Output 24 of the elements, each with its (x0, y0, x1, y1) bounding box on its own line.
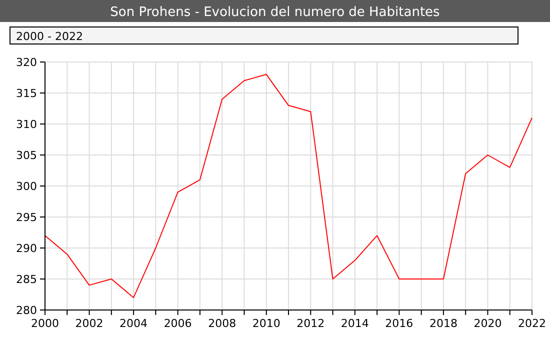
x-tick-label: 2012 (296, 317, 325, 330)
x-tick-label: 2014 (340, 317, 369, 330)
line-series (44, 74, 532, 298)
x-tick-label: 2010 (252, 317, 280, 330)
x-tick-label: 2000 (31, 317, 59, 330)
x-tick-label: 2022 (518, 317, 546, 330)
chart-title: Son Prohens - Evolucion del numero de Habitantes (110, 5, 440, 20)
x-tick-label: 2008 (208, 317, 236, 330)
x-tick-label: 2006 (164, 317, 192, 330)
y-tick-label: 310 (16, 118, 37, 131)
chart-subtitle: 2000 - 2022 (16, 30, 83, 43)
x-tick-label: 2020 (474, 317, 502, 330)
x-tick-label: 2016 (385, 317, 414, 330)
y-tick-label: 305 (16, 149, 37, 162)
y-tick-label: 315 (16, 87, 37, 100)
x-tick-label: 2004 (120, 317, 148, 330)
y-tick-label: 300 (16, 180, 37, 193)
x-tick-label: 2002 (75, 317, 104, 330)
x-tick-label: 2018 (429, 317, 458, 330)
y-tick-label: 320 (16, 56, 37, 69)
y-tick-label: 280 (16, 304, 37, 317)
y-tick-label: 295 (16, 211, 37, 224)
y-tick-label: 285 (16, 273, 37, 286)
y-tick-label: 290 (16, 242, 37, 255)
